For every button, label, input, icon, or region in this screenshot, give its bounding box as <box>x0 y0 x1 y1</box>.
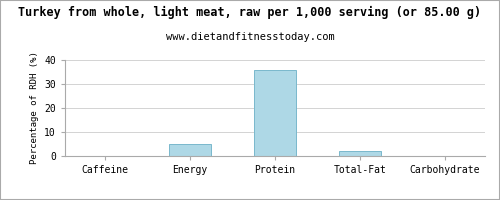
Bar <box>254 70 296 156</box>
Bar <box>169 144 212 156</box>
Text: www.dietandfitnesstoday.com: www.dietandfitnesstoday.com <box>166 32 334 42</box>
Bar <box>338 151 381 156</box>
Y-axis label: Percentage of RDH (%): Percentage of RDH (%) <box>30 52 38 164</box>
Text: Turkey from whole, light meat, raw per 1,000 serving (or 85.00 g): Turkey from whole, light meat, raw per 1… <box>18 6 481 19</box>
